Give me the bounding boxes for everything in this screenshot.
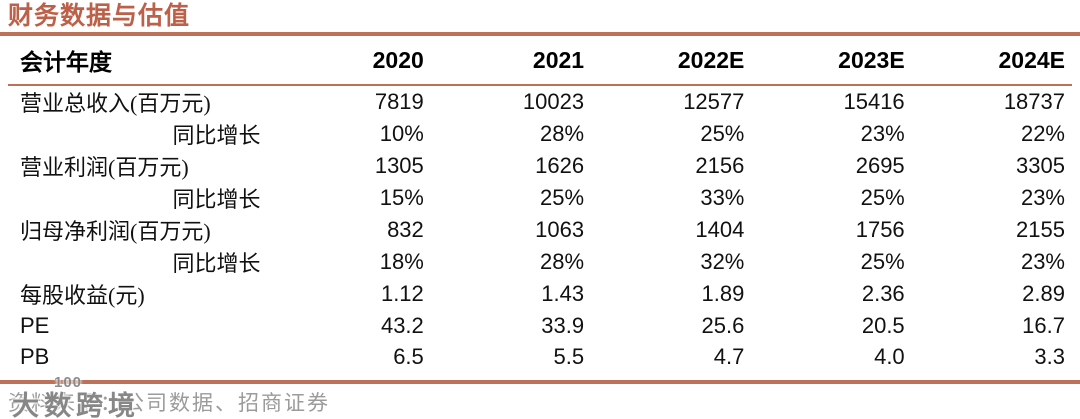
col-header-2020: 2020 xyxy=(372,46,424,73)
col-header-fiscal-year: 会计年度 xyxy=(20,50,112,75)
row-label: 同比增长 xyxy=(172,251,261,276)
cell-value: 15% xyxy=(379,185,424,210)
cell-value: 2.36 xyxy=(861,281,905,306)
bottom-rule xyxy=(0,380,1080,384)
cell-value: 1404 xyxy=(695,217,745,242)
table-row: 营业总收入(百万元) 7819 10023 12577 15416 18737 xyxy=(8,85,1072,118)
cell-value: 25% xyxy=(700,121,745,146)
cell-value: 28% xyxy=(540,121,585,146)
cell-value: 22% xyxy=(1020,121,1065,146)
table-row: 每股收益(元) 1.12 1.43 1.89 2.36 2.89 xyxy=(8,278,1072,310)
table-row: PE 43.2 33.9 25.6 20.5 16.7 xyxy=(8,310,1072,341)
cell-value: 1063 xyxy=(535,217,585,242)
cell-value: 7819 xyxy=(374,89,424,114)
cell-value: 25.6 xyxy=(701,312,745,338)
row-label: 同比增长 xyxy=(172,187,261,212)
row-label: 营业利润(百万元) xyxy=(20,155,189,180)
cell-value: 1.12 xyxy=(380,281,424,306)
cell-value: 20.5 xyxy=(861,312,905,338)
table-row: 归母净利润(百万元) 832 1063 1404 1756 2155 xyxy=(8,214,1072,246)
table-body: 营业总收入(百万元) 7819 10023 12577 15416 18737 同比增长 10… xyxy=(8,85,1072,372)
cell-value: 4.0 xyxy=(874,343,905,369)
col-header-2022e: 2022E xyxy=(677,46,745,73)
row-label: 归母净利润(百万元) xyxy=(20,219,211,244)
col-header-2021: 2021 xyxy=(532,46,585,73)
cell-value: 2.89 xyxy=(1022,281,1065,306)
cell-value: 33.9 xyxy=(541,312,585,338)
cell-value: 10023 xyxy=(522,89,585,114)
cell-value: 18% xyxy=(379,249,424,274)
cell-value: 10% xyxy=(379,121,424,146)
cell-value: 23% xyxy=(1020,249,1065,274)
row-label: 每股收益(元) xyxy=(20,283,145,308)
cell-value: 1.89 xyxy=(701,281,745,306)
table-row: 同比增长 18% 28% 32% 25% 23% xyxy=(8,246,1072,278)
top-rule xyxy=(0,32,1080,36)
row-label: PE xyxy=(20,312,50,338)
table-row: 同比增长 15% 25% 33% 25% 23% xyxy=(8,182,1072,214)
cell-value: 32% xyxy=(700,249,745,274)
table-row: 同比增长 10% 28% 25% 23% 22% xyxy=(8,118,1072,150)
cell-value: 6.5 xyxy=(393,343,424,369)
cell-value: 18737 xyxy=(1003,89,1065,114)
cell-value: 2156 xyxy=(695,153,745,178)
page-title: 财务数据与估值 xyxy=(8,3,191,30)
row-label: PB xyxy=(20,343,50,369)
cell-value: 1626 xyxy=(535,153,585,178)
cell-value: 25% xyxy=(540,185,585,210)
cell-value: 2155 xyxy=(1016,217,1065,242)
cell-value: 28% xyxy=(540,249,585,274)
cell-value: 832 xyxy=(387,217,424,242)
source-note: 资料来源：公司数据、招商证券 xyxy=(8,391,330,415)
cell-value: 1305 xyxy=(374,153,424,178)
cell-value: 25% xyxy=(860,185,905,210)
cell-value: 12577 xyxy=(683,89,745,114)
cell-value: 1756 xyxy=(855,217,905,242)
cell-value: 15416 xyxy=(843,89,905,114)
col-header-2023e: 2023E xyxy=(838,46,905,73)
cell-value: 43.2 xyxy=(380,312,424,338)
cell-value: 1.43 xyxy=(541,281,585,306)
cell-value: 23% xyxy=(860,121,905,146)
cell-value: 3305 xyxy=(1016,153,1065,178)
header-row: 会计年度 2020 2021 2022E 2023E 2024E xyxy=(8,36,1072,85)
row-label: 同比增长 xyxy=(172,123,261,148)
col-header-2024e: 2024E xyxy=(998,46,1065,73)
table-row: 营业利润(百万元) 1305 1626 2156 2695 3305 xyxy=(8,150,1072,182)
cell-value: 25% xyxy=(860,249,905,274)
row-label: 营业总收入(百万元) xyxy=(20,91,211,116)
cell-value: 5.5 xyxy=(553,343,585,369)
cell-value: 2695 xyxy=(855,153,905,178)
cell-value: 3.3 xyxy=(1034,343,1065,369)
cell-value: 16.7 xyxy=(1022,312,1065,338)
cell-value: 33% xyxy=(700,185,745,210)
cell-value: 23% xyxy=(1020,185,1065,210)
cell-value: 4.7 xyxy=(713,343,745,369)
financial-table: 会计年度 2020 2021 2022E 2023E 2024E 营业总收入(百… xyxy=(8,36,1072,372)
table-row: PB 6.5 5.5 4.7 4.0 3.3 xyxy=(8,341,1072,372)
